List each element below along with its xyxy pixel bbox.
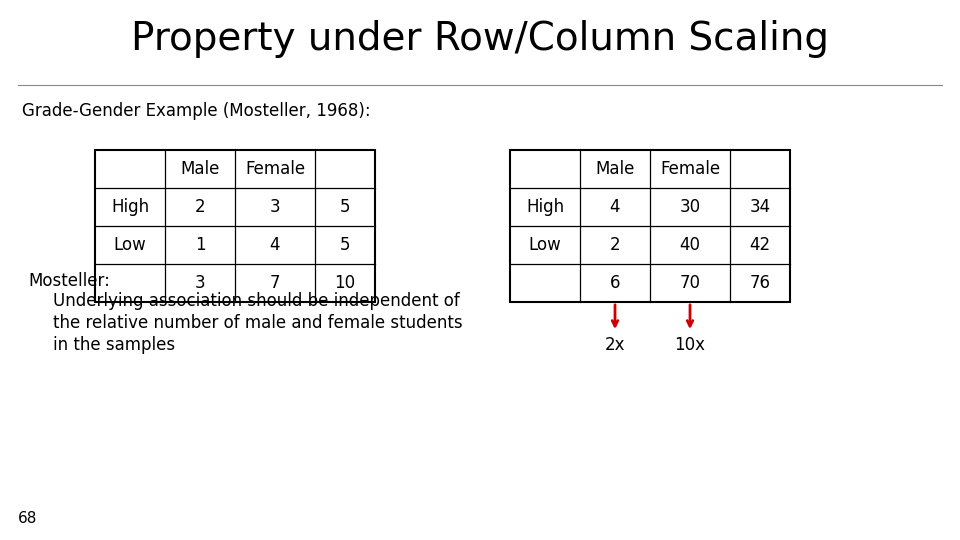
- Text: Property under Row/Column Scaling: Property under Row/Column Scaling: [131, 20, 829, 58]
- Text: 34: 34: [750, 198, 771, 216]
- Text: 4: 4: [610, 198, 620, 216]
- Text: 7: 7: [270, 274, 280, 292]
- Text: 4: 4: [270, 236, 280, 254]
- Text: 5: 5: [340, 236, 350, 254]
- Text: Low: Low: [113, 236, 146, 254]
- Text: High: High: [111, 198, 149, 216]
- Text: 70: 70: [680, 274, 701, 292]
- Bar: [95, 150, 375, 302]
- Text: 10x: 10x: [675, 336, 706, 354]
- Text: 2: 2: [610, 236, 620, 254]
- Text: 30: 30: [680, 198, 701, 216]
- Text: Grade-Gender Example (Mosteller, 1968):: Grade-Gender Example (Mosteller, 1968):: [22, 102, 371, 120]
- Text: 1: 1: [195, 236, 205, 254]
- Text: Male: Male: [180, 160, 220, 178]
- Text: 2x: 2x: [605, 336, 625, 354]
- Bar: [510, 150, 790, 302]
- Text: 68: 68: [18, 511, 37, 526]
- Text: Female: Female: [660, 160, 720, 178]
- Text: 3: 3: [195, 274, 205, 292]
- Text: 76: 76: [750, 274, 771, 292]
- Text: High: High: [526, 198, 564, 216]
- Text: 40: 40: [680, 236, 701, 254]
- Text: 42: 42: [750, 236, 771, 254]
- Text: in the samples: in the samples: [53, 336, 175, 354]
- Text: the relative number of male and female students: the relative number of male and female s…: [53, 314, 463, 332]
- Text: 5: 5: [340, 198, 350, 216]
- Text: Underlying association should be independent of: Underlying association should be indepen…: [53, 292, 460, 310]
- Text: 10: 10: [334, 274, 355, 292]
- Text: Male: Male: [595, 160, 635, 178]
- Text: Female: Female: [245, 160, 305, 178]
- Text: 6: 6: [610, 274, 620, 292]
- Text: 2: 2: [195, 198, 205, 216]
- Text: Mosteller:: Mosteller:: [28, 272, 109, 290]
- Text: Low: Low: [529, 236, 562, 254]
- Text: 3: 3: [270, 198, 280, 216]
